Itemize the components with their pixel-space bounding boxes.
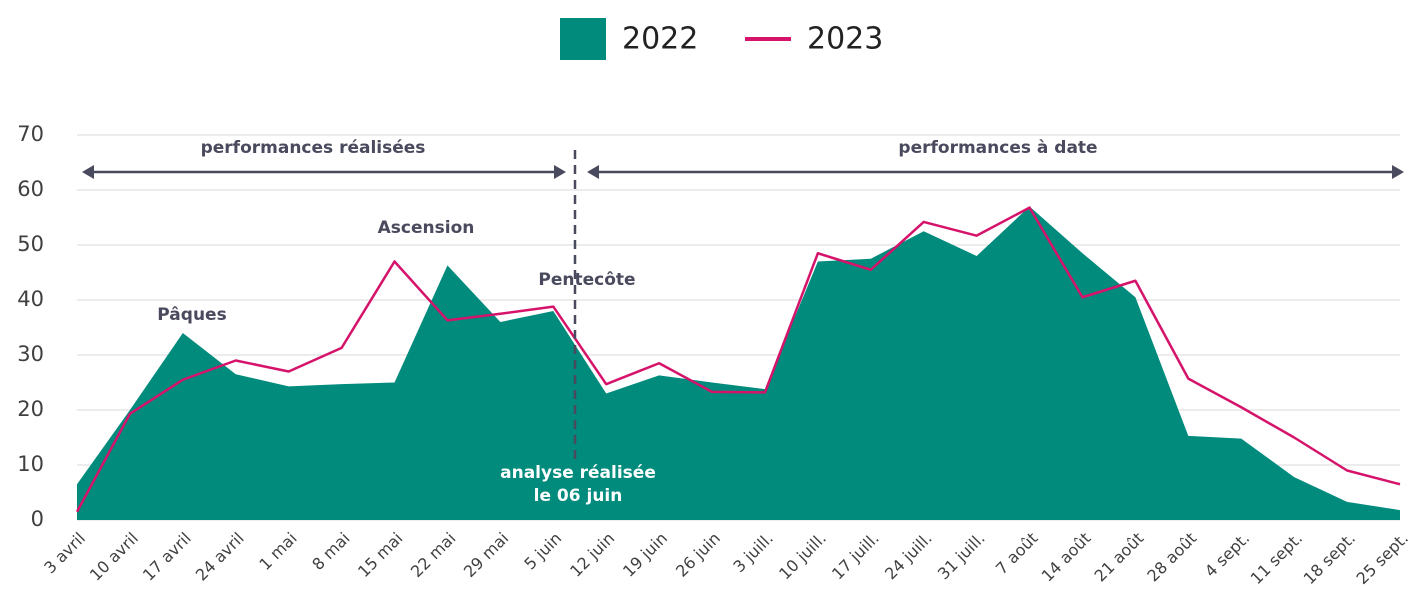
annotation: performances réalisées <box>201 138 426 158</box>
x-tick-label: 26 juin <box>672 529 724 581</box>
arrow-head <box>1392 165 1404 179</box>
y-tick-label: 50 <box>17 232 44 256</box>
line <box>75 206 1401 513</box>
annotation: le 06 juin <box>534 486 623 506</box>
x-tick-label: 11 sept. <box>1247 529 1306 588</box>
x-tick-label: 5 juin <box>520 529 565 574</box>
x-tick-label: 24 avril <box>192 529 248 585</box>
y-tick-label: 70 <box>17 122 44 146</box>
x-tick-label: 14 août <box>1038 529 1095 586</box>
y-tick-label: 40 <box>17 287 44 311</box>
legend-swatch <box>560 18 606 60</box>
x-tick-label: 21 août <box>1091 529 1148 586</box>
x-tick-label: 18 sept. <box>1300 529 1359 588</box>
y-tick-label: 60 <box>17 177 44 201</box>
x-tick-label: 29 mai <box>460 529 513 582</box>
annotation: analyse réalisée <box>500 463 656 483</box>
annotation: Pâques <box>157 305 226 325</box>
arrow-head <box>554 165 566 179</box>
x-tick-label: 4 sept. <box>1201 529 1253 581</box>
legend-label: 2022 <box>622 22 698 57</box>
x-tick-label: 28 août <box>1143 529 1200 586</box>
x-tick-label: 17 juill. <box>828 529 883 584</box>
arrow-head <box>587 165 599 179</box>
y-tick-label: 30 <box>17 342 44 366</box>
y-tick-label: 20 <box>17 397 44 421</box>
annotation: Pentecôte <box>538 270 635 290</box>
x-tick-label: 1 mai <box>255 529 300 574</box>
y-tick-label: 0 <box>31 507 44 531</box>
legend-label: 2023 <box>807 22 883 57</box>
area <box>77 206 1400 520</box>
x-tick-label: 24 juill. <box>881 529 936 584</box>
x-tick-label: 10 avril <box>86 529 142 585</box>
x-tick-label: 31 juill. <box>934 529 989 584</box>
x-tick-label: 19 juin <box>619 529 671 581</box>
x-tick-label: 7 août <box>992 529 1042 579</box>
x-tick-label: 3 avril <box>40 529 89 578</box>
arrow-head <box>82 165 94 179</box>
x-tick-label: 12 juin <box>566 529 618 581</box>
x-tick-label: 10 juill. <box>775 529 830 584</box>
x-tick-label: 25 sept. <box>1353 529 1412 588</box>
x-tick-label: 3 juill. <box>729 529 777 577</box>
y-tick-label: 10 <box>17 452 44 476</box>
annotation: performances à date <box>898 138 1097 158</box>
x-tick-label: 15 mai <box>354 529 407 582</box>
x-tick-label: 17 avril <box>139 529 195 585</box>
x-tick-label: 22 mai <box>407 529 460 582</box>
x-tick-label: 8 mai <box>308 529 353 574</box>
annotation: Ascension <box>378 218 475 238</box>
